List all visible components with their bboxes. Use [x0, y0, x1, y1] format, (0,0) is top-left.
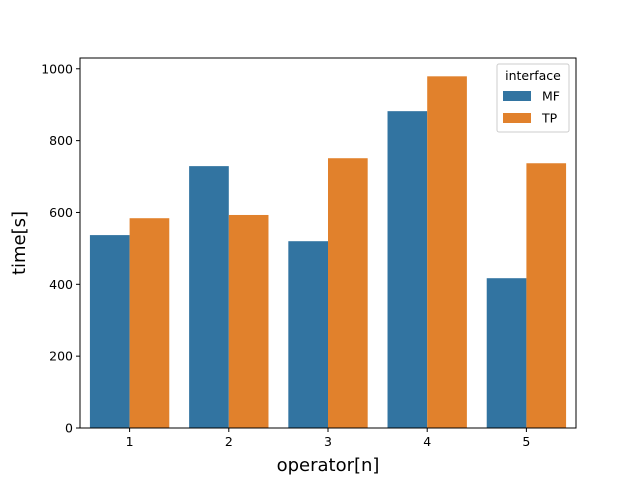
bar-mf-2	[189, 166, 229, 428]
legend-title: interface	[505, 68, 561, 83]
bar-tp-4	[427, 76, 467, 429]
y-tick-label: 0	[65, 421, 73, 436]
legend: interface MF TP	[496, 63, 570, 133]
y-tick-label: 800	[49, 133, 73, 148]
y-axis-ticks: 0 200 400 600 800 1000	[41, 61, 80, 436]
y-tick-label: 200	[49, 349, 73, 364]
plot-frame	[79, 57, 577, 429]
bar-mf-5	[486, 278, 527, 428]
bar-tp-5	[526, 163, 567, 428]
bar-mf-4	[387, 111, 428, 429]
legend-swatch-tp	[503, 113, 531, 123]
x-tick-label: 4	[423, 434, 431, 449]
y-tick-label: 600	[49, 205, 73, 220]
bar-tp-3	[328, 158, 368, 428]
bars-group	[89, 76, 567, 429]
legend-label-tp: TP	[541, 111, 558, 126]
bar-tp-1	[129, 218, 170, 428]
legend-swatch-mf	[503, 91, 531, 101]
x-tick-label: 1	[126, 434, 134, 449]
y-tick-label: 400	[49, 277, 73, 292]
bar-tp-2	[228, 214, 269, 428]
x-axis-title: operator[n]	[277, 455, 380, 476]
bar-mf-1	[89, 235, 130, 428]
x-tick-label: 2	[225, 434, 233, 449]
legend-label-mf: MF	[542, 89, 560, 104]
x-tick-label: 5	[522, 434, 530, 449]
x-tick-label: 3	[324, 434, 332, 449]
bar-mf-3	[288, 241, 328, 428]
y-axis-title: time[s]	[9, 211, 30, 275]
y-tick-label: 1000	[41, 61, 73, 76]
x-axis-ticks: 1 2 3 4 5	[126, 428, 530, 449]
